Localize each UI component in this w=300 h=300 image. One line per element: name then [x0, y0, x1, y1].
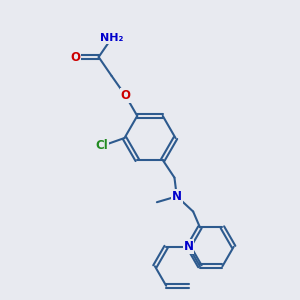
Text: O: O: [70, 50, 80, 64]
Text: N: N: [184, 240, 194, 253]
Text: NH₂: NH₂: [100, 33, 123, 43]
Text: N: N: [172, 190, 182, 203]
Text: O: O: [121, 89, 130, 102]
Text: Cl: Cl: [95, 139, 108, 152]
